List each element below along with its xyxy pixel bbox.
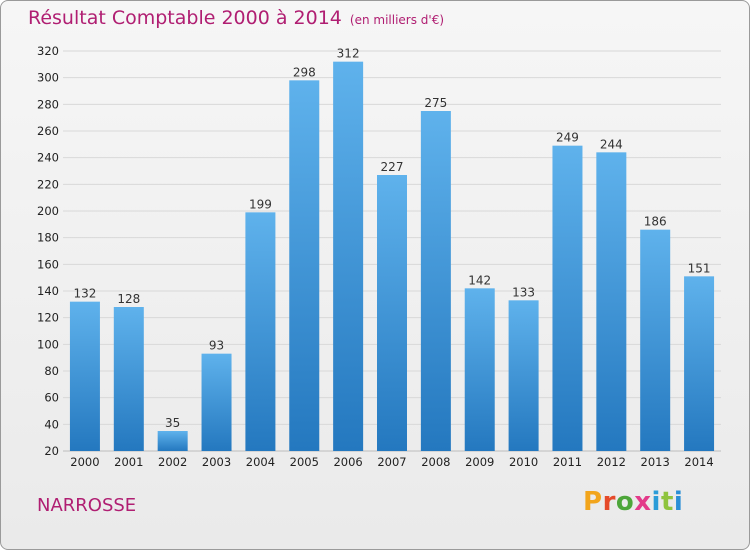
- x-tick-label: 2000: [70, 455, 99, 469]
- y-tick-label: 220: [37, 177, 59, 191]
- logo-letter: P: [583, 487, 603, 517]
- y-tick-label: 40: [44, 417, 59, 431]
- bar-2008: [420, 111, 451, 451]
- x-tick-label: 2006: [333, 455, 362, 469]
- value-label: 312: [337, 47, 360, 61]
- logo-letter: i: [651, 487, 661, 517]
- logo-letter: x: [634, 487, 652, 517]
- value-label: 249: [556, 131, 579, 145]
- value-labels: 132 128 35 93 199 298 312 227 275 142 133 249 244 186…: [73, 47, 710, 430]
- bars-group: [69, 61, 715, 452]
- x-tick-label: 2005: [290, 455, 319, 469]
- bar-2009: [464, 288, 495, 451]
- bar-2011: [552, 145, 583, 451]
- value-label: 227: [381, 160, 404, 174]
- logo-letter: i: [673, 487, 684, 517]
- value-label: 128: [117, 292, 140, 306]
- bar-2007: [377, 175, 407, 451]
- x-tick-label: 2010: [509, 455, 538, 469]
- bar-2014: [684, 276, 715, 451]
- x-tick-label: 2009: [465, 455, 494, 469]
- x-tick-label: 2008: [421, 455, 450, 469]
- y-tick-label: 120: [37, 311, 59, 325]
- x-tick-label: 2007: [377, 455, 406, 469]
- value-label: 133: [512, 285, 535, 299]
- value-label: 244: [600, 137, 623, 151]
- x-tick-label: 2014: [684, 455, 713, 469]
- x-tick-label: 2003: [202, 455, 231, 469]
- value-label: 275: [424, 96, 447, 110]
- bar-2012: [596, 152, 627, 452]
- y-tick-label: 160: [37, 257, 59, 271]
- y-tick-label: 140: [37, 284, 59, 298]
- bar-2005: [289, 80, 320, 451]
- bar-2006: [333, 61, 364, 452]
- x-tick-label: 2013: [641, 455, 670, 469]
- bar-2010: [508, 300, 539, 451]
- logo-letter: t: [660, 487, 674, 517]
- place-name: NARROSSE: [37, 495, 137, 516]
- value-label: 151: [688, 261, 711, 275]
- logo-letter: r: [602, 487, 616, 517]
- y-tick-label: 100: [37, 337, 59, 351]
- bar-2000: [69, 301, 100, 451]
- x-tick-label: 2002: [158, 455, 187, 469]
- x-tick-label: 2011: [553, 455, 582, 469]
- bar-2004: [245, 212, 276, 451]
- x-tick-label: 2004: [246, 455, 275, 469]
- value-label: 142: [468, 273, 491, 287]
- chart-title: Résultat Comptable 2000 à 2014 (en millie…: [28, 7, 444, 29]
- y-axis: 20 40 60 80 100 120 140 160 180 200 220 240 260 280 30…: [37, 44, 59, 458]
- title-text: Résultat Comptable 2000 à 2014: [28, 7, 342, 29]
- value-label: 298: [293, 65, 316, 79]
- y-tick-label: 280: [37, 97, 59, 111]
- x-tick-label: 2012: [597, 455, 626, 469]
- y-tick-label: 80: [44, 364, 59, 378]
- value-label: 199: [249, 197, 272, 211]
- value-label: 186: [644, 215, 667, 229]
- y-tick-label: 300: [37, 71, 59, 85]
- y-tick-label: 320: [37, 44, 59, 58]
- unit-text: (en milliers d'€): [349, 13, 445, 27]
- proxiti-logo[interactable]: Proxiti: [583, 487, 683, 517]
- bar-2003: [201, 353, 232, 451]
- value-label: 132: [73, 287, 96, 301]
- value-label: 35: [165, 416, 180, 430]
- y-tick-label: 180: [37, 231, 59, 245]
- y-tick-label: 20: [44, 444, 59, 458]
- y-tick-label: 60: [44, 391, 59, 405]
- logo-letter: o: [615, 487, 635, 517]
- y-tick-label: 240: [37, 151, 59, 165]
- bar-2013: [640, 229, 671, 451]
- value-label: 93: [209, 339, 224, 353]
- bar-2002: [157, 431, 188, 451]
- y-tick-label: 260: [37, 124, 59, 138]
- x-axis: 2000 2001 2002 2003 2004 2005 2006 2007 2008 2009…: [70, 455, 713, 469]
- x-tick-label: 2001: [114, 455, 143, 469]
- bar-2001: [113, 307, 144, 451]
- y-tick-label: 200: [37, 204, 59, 218]
